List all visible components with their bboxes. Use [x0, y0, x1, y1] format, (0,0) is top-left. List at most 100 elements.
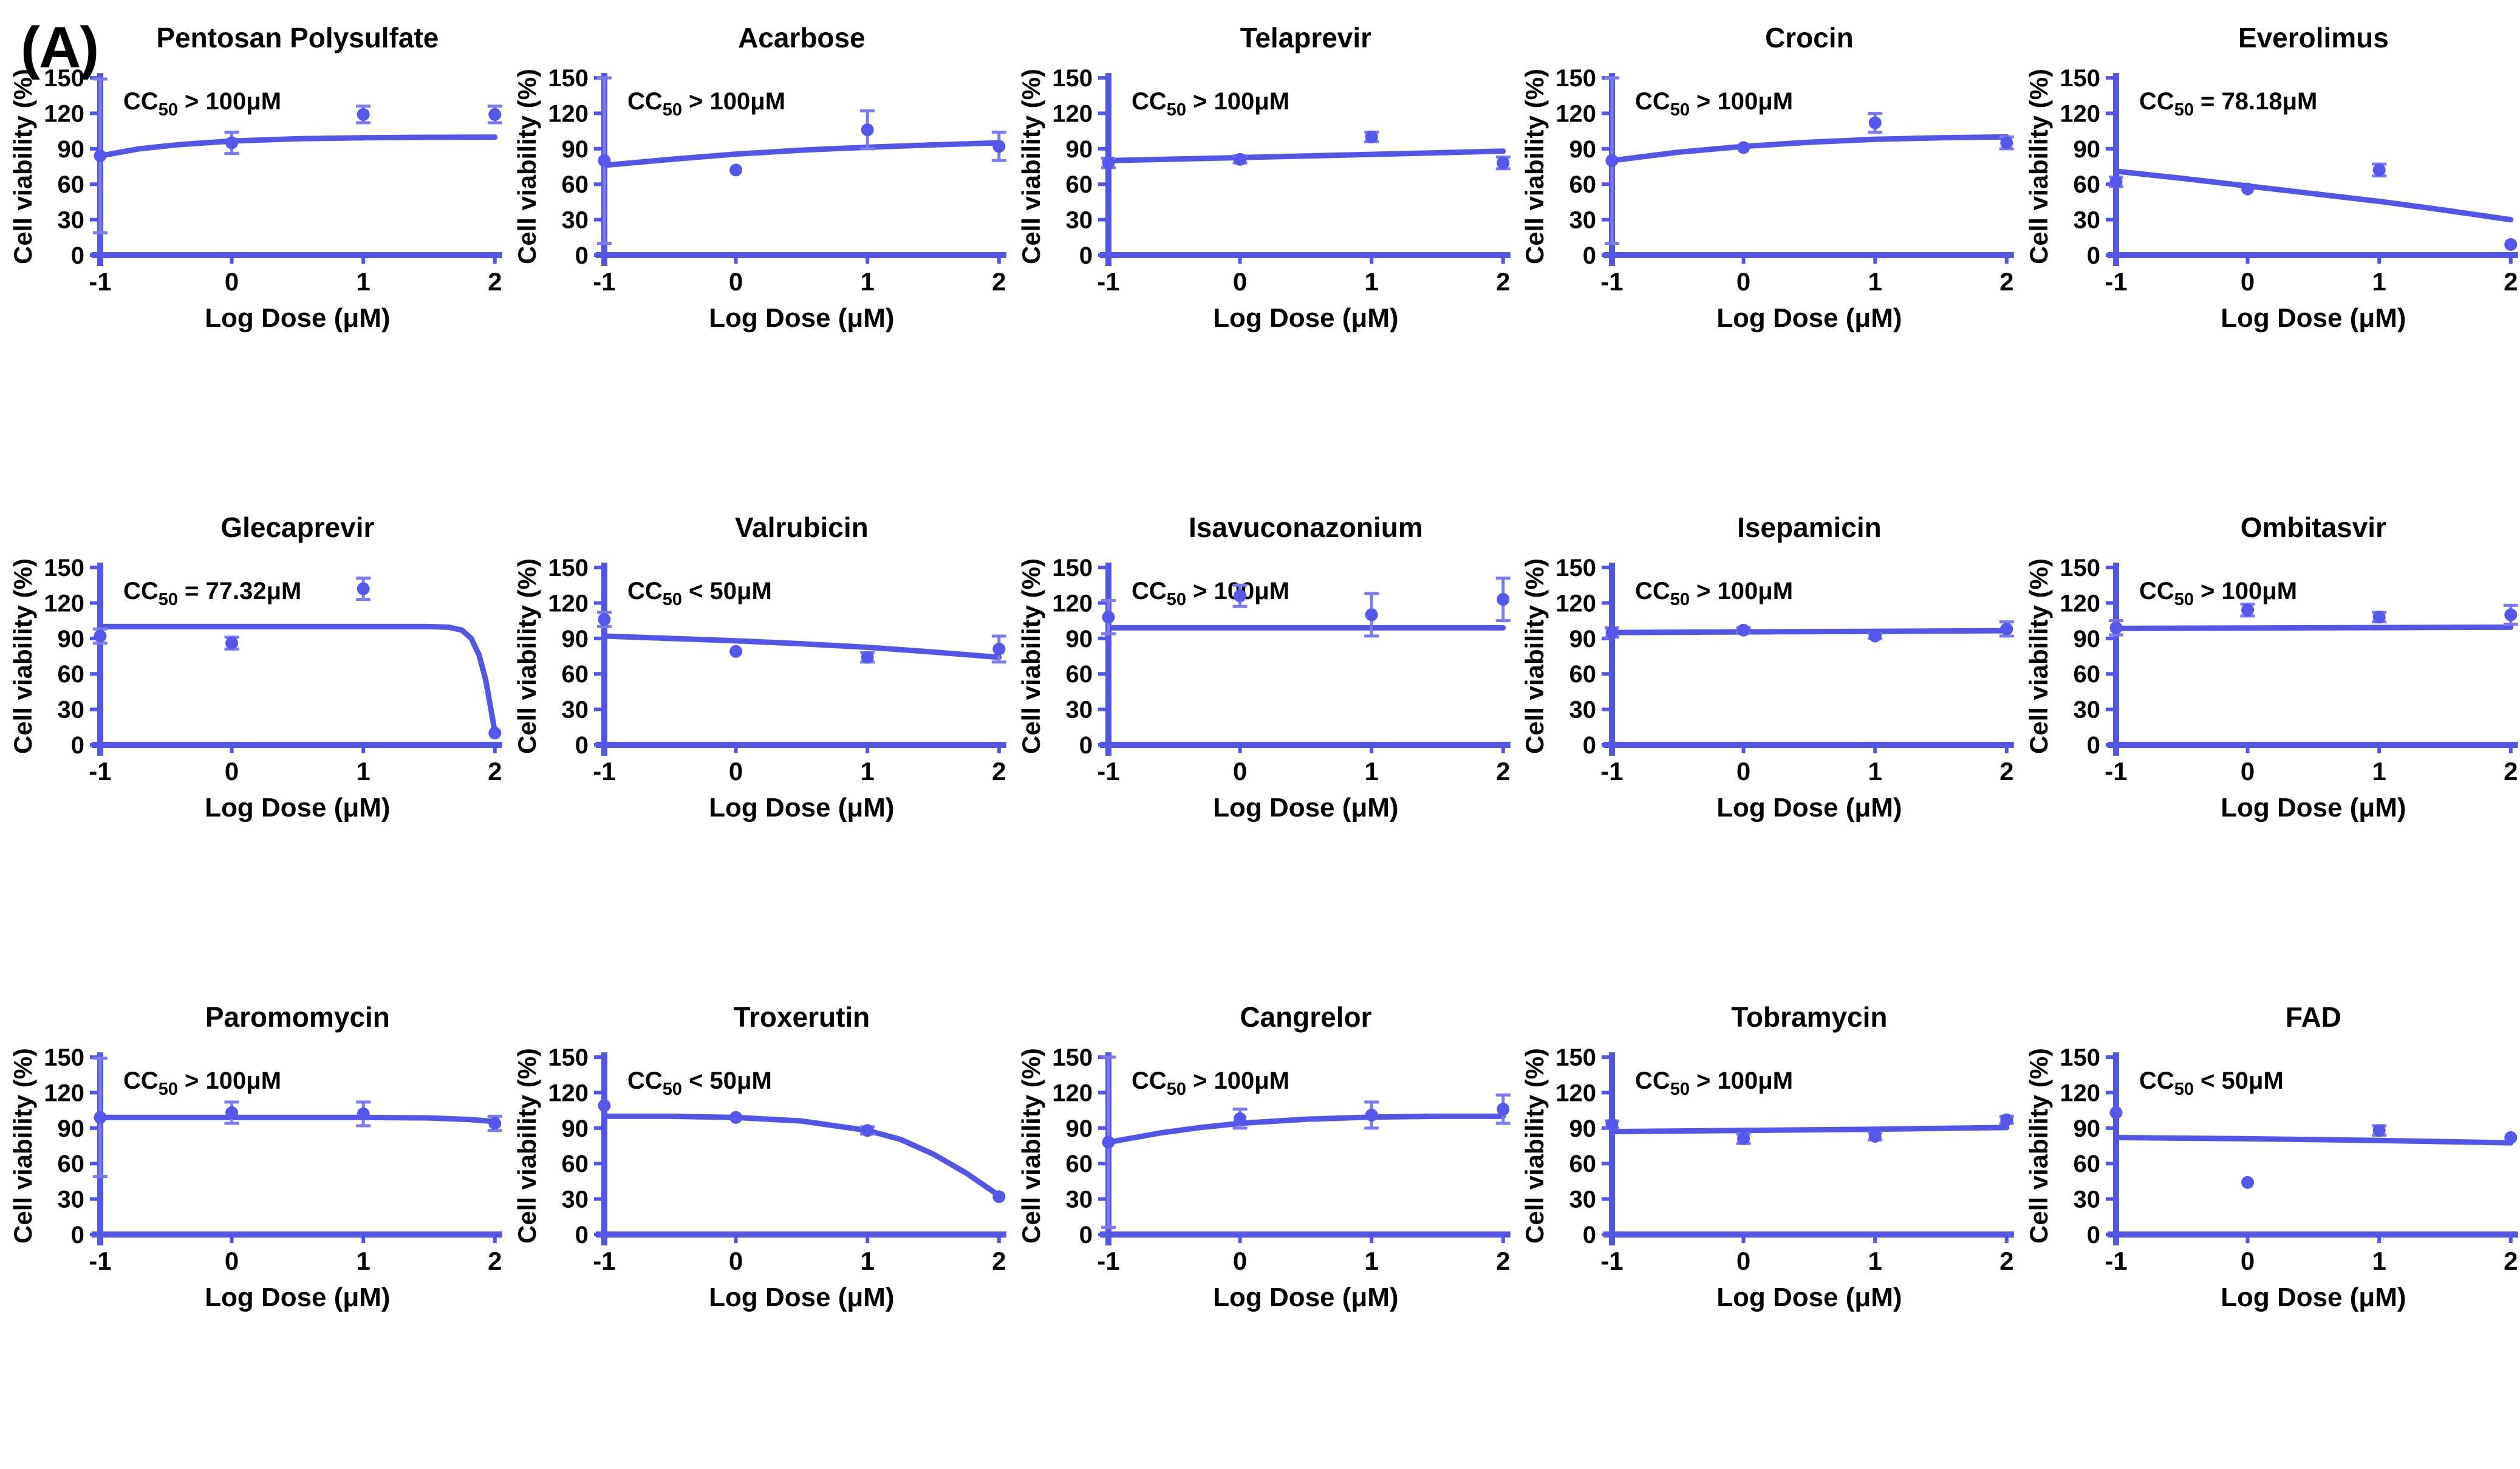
y-tick-label: 0 [575, 732, 589, 759]
cc50-annotation: CC50 > 100μM [1635, 578, 1793, 609]
y-tick-label: 90 [1569, 626, 1596, 652]
x-tick-label: 1 [1868, 1247, 1882, 1275]
y-tick-label: 60 [57, 171, 84, 198]
y-axis-label: Cell viability (%) [513, 558, 541, 754]
panel-title: Glecaprevir [220, 512, 374, 543]
x-axis-label: Log Dose (μM) [709, 303, 894, 333]
panel-ombitasvir: Ombitasvir 0 30 60 90 120 150 -1 0 1 2 Cell viabili… [2016, 490, 2520, 979]
x-axis-label: Log Dose (μM) [1717, 303, 1902, 333]
data-point [861, 651, 874, 664]
x-tick-label: -1 [89, 1247, 111, 1275]
x-tick-label: 2 [2000, 1247, 2014, 1275]
x-axis-label: Log Dose (μM) [205, 793, 390, 823]
data-point [729, 645, 742, 658]
y-tick-label: 120 [44, 1080, 84, 1106]
data-point [1737, 141, 1750, 154]
cc50-annotation: CC50 > 100μM [1635, 88, 1793, 120]
panel-acarbose: Acarbose 0 30 60 90 120 150 -1 0 1 2 Cell viability… [504, 0, 1008, 490]
y-tick-label: 90 [57, 626, 84, 652]
y-tick-label: 150 [548, 1044, 589, 1071]
y-axis-label: Cell viability (%) [2024, 1048, 2053, 1244]
x-axis-label: Log Dose (μM) [709, 793, 894, 823]
x-tick-label: 2 [488, 757, 502, 786]
y-tick-label: 120 [548, 590, 589, 617]
x-axis-label: Log Dose (μM) [1213, 793, 1398, 823]
data-point [2109, 621, 2123, 634]
data-point [1737, 623, 1750, 637]
x-tick-label: 2 [1496, 757, 1510, 786]
x-tick-label: 2 [2504, 267, 2518, 296]
y-tick-label: 90 [2074, 1115, 2100, 1142]
y-tick-label: 30 [561, 207, 588, 234]
x-tick-label: 1 [860, 267, 874, 296]
y-tick-label: 60 [561, 661, 588, 688]
data-point [1365, 1108, 1378, 1121]
y-tick-label: 120 [1052, 100, 1093, 127]
y-tick-label: 60 [1065, 1151, 1092, 1177]
y-tick-label: 90 [1569, 136, 1596, 163]
x-tick-label: -1 [1601, 267, 1624, 296]
y-tick-label: 90 [1065, 1115, 1092, 1142]
fit-curve [601, 1113, 1002, 1199]
data-point [2241, 182, 2255, 196]
cc50-annotation: CC50 > 100μM [1132, 1067, 1289, 1099]
y-tick-label: 0 [1583, 732, 1596, 759]
data-point [488, 727, 502, 740]
y-axis-label: Cell viability (%) [2024, 558, 2053, 754]
x-tick-label: 0 [729, 267, 743, 296]
x-tick-label: -1 [593, 267, 615, 296]
cc50-annotation: CC50 > 100μM [627, 88, 785, 120]
data-point [2372, 1124, 2386, 1137]
y-axis-label: Cell viability (%) [1017, 1048, 1045, 1244]
y-axis-label: Cell viability (%) [2024, 69, 2053, 264]
x-tick-label: -1 [593, 1247, 615, 1275]
figure-panel-label: (A) [21, 15, 99, 80]
panel-everolimus: Everolimus 0 30 60 90 120 150 -1 0 1 2 Cell viabili… [2016, 0, 2520, 490]
y-tick-label: 30 [1065, 207, 1092, 234]
x-tick-label: 2 [2504, 1247, 2518, 1275]
panel-title: Troxerutin [733, 1001, 870, 1033]
panel-title: FAD [2286, 1001, 2341, 1033]
y-axis-label: Cell viability (%) [1520, 1048, 1549, 1244]
y-tick-label: 90 [2074, 626, 2100, 652]
fit-curve [1105, 148, 1506, 163]
y-tick-label: 30 [1569, 1186, 1596, 1213]
y-tick-label: 150 [1556, 65, 1597, 92]
x-tick-label: 1 [860, 757, 874, 786]
fit-curve [1105, 1113, 1506, 1145]
data-point [729, 163, 742, 177]
y-tick-label: 30 [57, 1186, 84, 1213]
y-tick-label: 60 [561, 1151, 588, 1177]
y-tick-label: 60 [1569, 1151, 1596, 1177]
cc50-annotation: CC50 > 100μM [123, 1067, 281, 1099]
y-axis-label: Cell viability (%) [513, 1048, 541, 1244]
y-tick-label: 150 [2060, 555, 2100, 581]
y-axis-label: Cell viability (%) [1520, 558, 1549, 754]
panel-troxerutin: Troxerutin 0 30 60 90 120 150 -1 0 1 2 Cell viabili… [504, 979, 1008, 1469]
cc50-annotation: CC50 > 100μM [1132, 88, 1289, 120]
y-tick-label: 90 [1065, 626, 1092, 652]
y-tick-label: 60 [2074, 171, 2100, 198]
panel-fad: FAD 0 30 60 90 120 150 -1 0 1 2 Cell viability (%) L… [2016, 979, 2520, 1469]
fit-curve [97, 1114, 498, 1125]
cc50-annotation: CC50 > 100μM [1132, 578, 1289, 609]
data-point [1869, 1129, 1882, 1143]
x-axis-label: Log Dose (μM) [1717, 1282, 1902, 1312]
y-tick-label: 30 [57, 697, 84, 724]
y-tick-label: 120 [548, 100, 589, 127]
y-tick-label: 30 [561, 697, 588, 724]
x-tick-label: 2 [2000, 757, 2014, 786]
x-tick-label: 0 [225, 1247, 239, 1275]
data-point [1233, 152, 1246, 166]
x-tick-label: 0 [729, 1247, 743, 1275]
y-tick-label: 90 [561, 1115, 588, 1142]
fit-curve [1609, 628, 2010, 635]
y-axis-label: Cell viability (%) [9, 558, 37, 754]
panel-title: Pentosan Polysulfate [156, 22, 439, 53]
data-point [2504, 238, 2518, 251]
